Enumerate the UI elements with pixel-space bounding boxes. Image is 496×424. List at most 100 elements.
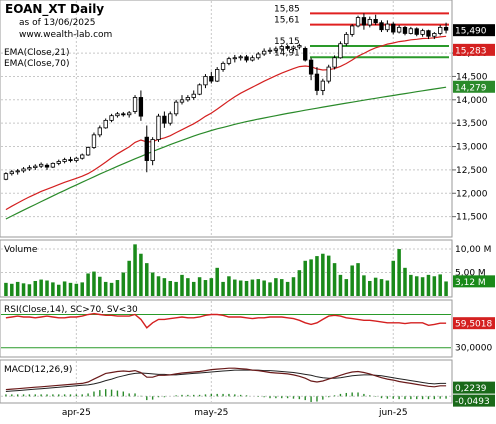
volume-tick-label: 5,00 M [455, 269, 486, 279]
candle [367, 16, 372, 28]
volume-bar [92, 271, 96, 296]
level-label: 15,85 [274, 4, 300, 14]
last-price-tag-bg [453, 24, 495, 37]
candle-body [56, 161, 61, 164]
candle [273, 46, 279, 54]
candle [432, 32, 437, 40]
volume-bar [21, 283, 26, 296]
volume-tick-label: 10,00 M [455, 245, 491, 255]
volume-bar [27, 284, 32, 296]
volume-bar [362, 275, 366, 296]
candle-body [121, 113, 126, 116]
candle-body [74, 157, 79, 161]
candle [297, 43, 302, 50]
volume-bar [127, 260, 131, 296]
candle [279, 44, 284, 52]
volume-bar [86, 273, 90, 296]
candle [44, 163, 50, 170]
volume-bar [168, 280, 173, 296]
ema70-tag: 14,279 [455, 83, 487, 93]
candle-body [291, 46, 296, 49]
candle [402, 25, 408, 36]
volume-bar [438, 274, 442, 296]
volume-bar [303, 260, 307, 296]
candle [426, 29, 431, 40]
volume-bar [103, 281, 108, 296]
candle [33, 164, 38, 170]
candle [238, 54, 243, 61]
volume-bar [115, 280, 120, 296]
candle-body [438, 26, 443, 34]
volume-bar [385, 280, 390, 296]
volume-bar [227, 276, 231, 296]
candle [3, 172, 9, 181]
candle [314, 67, 320, 96]
candle-body [355, 17, 361, 27]
candle [391, 22, 396, 35]
volume-bar [150, 272, 155, 296]
candle-body [85, 147, 91, 156]
macd-tag: 0,2239 [455, 384, 487, 394]
candle [50, 162, 56, 169]
candle-body [3, 173, 9, 180]
candle-body [414, 28, 419, 35]
candle-body [97, 127, 102, 136]
candle [15, 168, 20, 175]
x-tick-label: apr-25 [62, 408, 91, 418]
volume-bar [326, 255, 331, 296]
rsi-lines [1, 312, 451, 349]
ema70-line [5, 86, 447, 220]
volume-bar [250, 279, 255, 296]
ema21-tag: 15,283 [455, 46, 487, 56]
volume-bar [397, 249, 401, 296]
price-pane [0, 0, 453, 238]
candle [197, 83, 202, 96]
volume-bar [156, 276, 161, 296]
candle [162, 111, 167, 128]
y-tick-label: 11,500 [456, 213, 488, 223]
candle-body [109, 115, 114, 121]
volume-bar [39, 279, 43, 296]
candle-body [33, 165, 38, 168]
candle [396, 25, 402, 34]
volume-bar [191, 281, 196, 296]
volume-tag-bg [453, 275, 495, 288]
candle [373, 14, 378, 26]
volume-bar [215, 267, 219, 296]
volume-bar [414, 276, 419, 296]
candles [3, 13, 449, 181]
candle [438, 25, 443, 36]
volume-bar [262, 280, 266, 296]
candle-body [432, 33, 437, 37]
candle [267, 47, 273, 55]
macd-tag-bg [453, 381, 495, 394]
volume-bar [297, 270, 302, 296]
chart-title: EOAN_XT Daily [5, 2, 104, 17]
x-tick-label: may-25 [194, 408, 228, 418]
candle-body [115, 113, 120, 117]
candle [256, 52, 261, 60]
candle-body [80, 154, 85, 159]
candle [121, 111, 126, 117]
volume-bar [197, 277, 202, 296]
candle-body [156, 115, 161, 140]
candle [56, 159, 61, 166]
candle [74, 156, 79, 163]
candle [355, 15, 361, 28]
candle-body [44, 164, 50, 168]
volume-bar [221, 281, 225, 296]
candle [420, 28, 425, 37]
volume-bar [350, 265, 354, 296]
candle-body [215, 69, 220, 82]
candle-body [244, 56, 249, 61]
volume-bar [274, 278, 278, 296]
candle [215, 67, 220, 83]
candle-body [162, 115, 167, 124]
grid-layer [1, 1, 451, 402]
volume-bar [426, 274, 431, 296]
candle [443, 22, 449, 34]
y-tick-label: 14,000 [456, 96, 488, 106]
volume-bar [180, 274, 184, 296]
candle-body [150, 139, 155, 161]
